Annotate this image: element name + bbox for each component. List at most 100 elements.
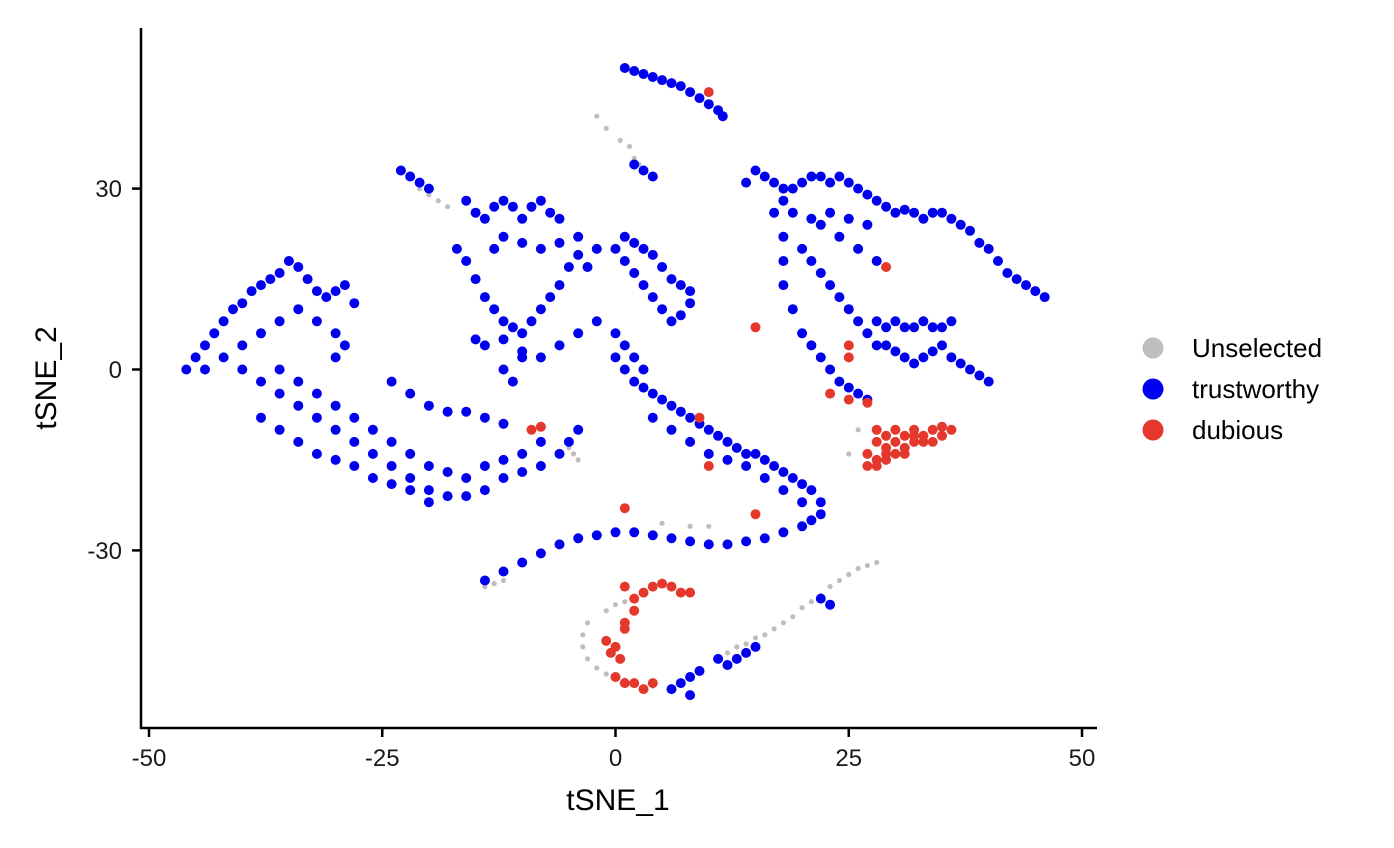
point-unselected: [584, 620, 591, 626]
point-trustworthy: [638, 280, 649, 291]
point-trustworthy: [610, 243, 621, 254]
point-trustworthy: [610, 527, 621, 538]
series-dubious: [526, 87, 957, 695]
point-trustworthy: [498, 231, 509, 242]
point-trustworthy: [778, 485, 789, 496]
point-trustworthy: [535, 461, 546, 471]
legend-label: dubious: [1192, 415, 1283, 445]
point-trustworthy: [638, 165, 649, 176]
point-trustworthy: [685, 412, 696, 423]
point-trustworthy: [423, 400, 434, 411]
point-trustworthy: [909, 207, 920, 218]
point-dubious: [629, 593, 640, 604]
point-dubious: [927, 436, 938, 447]
point-trustworthy: [554, 448, 565, 459]
point-trustworthy: [498, 566, 509, 577]
point-trustworthy: [647, 292, 658, 303]
point-trustworthy: [937, 340, 947, 351]
x-tick-label: -25: [365, 745, 400, 772]
point-trustworthy: [563, 262, 574, 272]
point-trustworthy: [302, 274, 313, 285]
point-trustworthy: [461, 406, 472, 417]
legend-item-unselected: Unselected: [1142, 333, 1322, 363]
point-trustworthy: [750, 641, 761, 652]
point-trustworthy: [573, 424, 584, 435]
point-trustworthy: [797, 243, 808, 254]
point-trustworthy: [349, 298, 360, 309]
point-trustworthy: [685, 87, 696, 98]
point-trustworthy: [899, 352, 910, 363]
point-trustworthy: [349, 436, 360, 447]
point-trustworthy: [535, 243, 546, 254]
point-unselected: [771, 626, 777, 632]
point-trustworthy: [787, 207, 798, 218]
point-trustworthy: [825, 177, 836, 188]
point-dubious: [843, 394, 854, 405]
x-axis-title: tSNE_1: [566, 784, 669, 817]
point-unselected: [846, 451, 852, 457]
point-trustworthy: [797, 521, 808, 532]
point-trustworthy: [717, 111, 728, 122]
point-trustworthy: [787, 304, 798, 315]
point-trustworthy: [591, 243, 602, 254]
point-trustworthy: [993, 256, 1003, 266]
point-trustworthy: [797, 177, 808, 188]
point-unselected: [445, 204, 451, 210]
point-dubious: [881, 454, 892, 465]
point-trustworthy: [349, 412, 360, 423]
point-trustworthy: [554, 280, 565, 291]
point-trustworthy: [461, 195, 472, 206]
point-trustworthy: [256, 376, 266, 387]
point-unselected: [799, 605, 805, 611]
point-dubious: [619, 623, 630, 634]
x-tick-label: 25: [835, 745, 862, 772]
point-trustworthy: [209, 328, 220, 339]
point-dubious: [629, 678, 640, 689]
point-trustworthy: [498, 418, 509, 429]
point-unselected: [687, 523, 693, 529]
point-trustworthy: [759, 171, 770, 182]
point-trustworthy: [703, 448, 714, 459]
point-dubious: [619, 503, 630, 514]
point-trustworthy: [498, 334, 509, 345]
point-dubious: [899, 430, 910, 441]
point-trustworthy: [657, 394, 668, 405]
point-trustworthy: [862, 328, 873, 339]
point-trustworthy: [181, 364, 192, 375]
point-trustworthy: [703, 424, 714, 435]
point-trustworthy: [479, 461, 490, 471]
point-trustworthy: [983, 243, 994, 254]
point-trustworthy: [256, 328, 266, 339]
point-trustworthy: [573, 533, 584, 544]
point-trustworthy: [722, 539, 733, 550]
point-unselected: [874, 559, 880, 566]
point-trustworthy: [629, 376, 640, 387]
point-unselected: [836, 577, 843, 584]
point-trustworthy: [675, 280, 686, 291]
point-unselected: [603, 671, 609, 677]
point-dubious: [825, 388, 836, 399]
point-trustworthy: [965, 364, 975, 375]
point-trustworthy: [899, 322, 910, 333]
point-trustworthy: [955, 358, 966, 369]
point-dubious: [666, 581, 677, 592]
point-trustworthy: [470, 274, 481, 285]
point-unselected: [734, 644, 740, 650]
point-trustworthy: [666, 684, 677, 695]
point-dubious: [843, 340, 854, 351]
point-trustworthy: [517, 237, 528, 248]
point-trustworthy: [573, 249, 584, 260]
point-trustworthy: [834, 292, 845, 303]
point-trustworthy: [937, 207, 947, 218]
point-trustworthy: [498, 473, 509, 483]
point-trustworthy: [666, 424, 677, 435]
point-trustworthy: [741, 448, 752, 459]
point-trustworthy: [526, 201, 537, 212]
point-trustworthy: [386, 479, 397, 490]
point-trustworthy: [386, 376, 397, 387]
point-unselected: [780, 620, 787, 626]
point-trustworthy: [517, 557, 528, 568]
point-trustworthy: [815, 171, 826, 182]
point-trustworthy: [414, 177, 425, 188]
point-dubious: [871, 424, 882, 435]
